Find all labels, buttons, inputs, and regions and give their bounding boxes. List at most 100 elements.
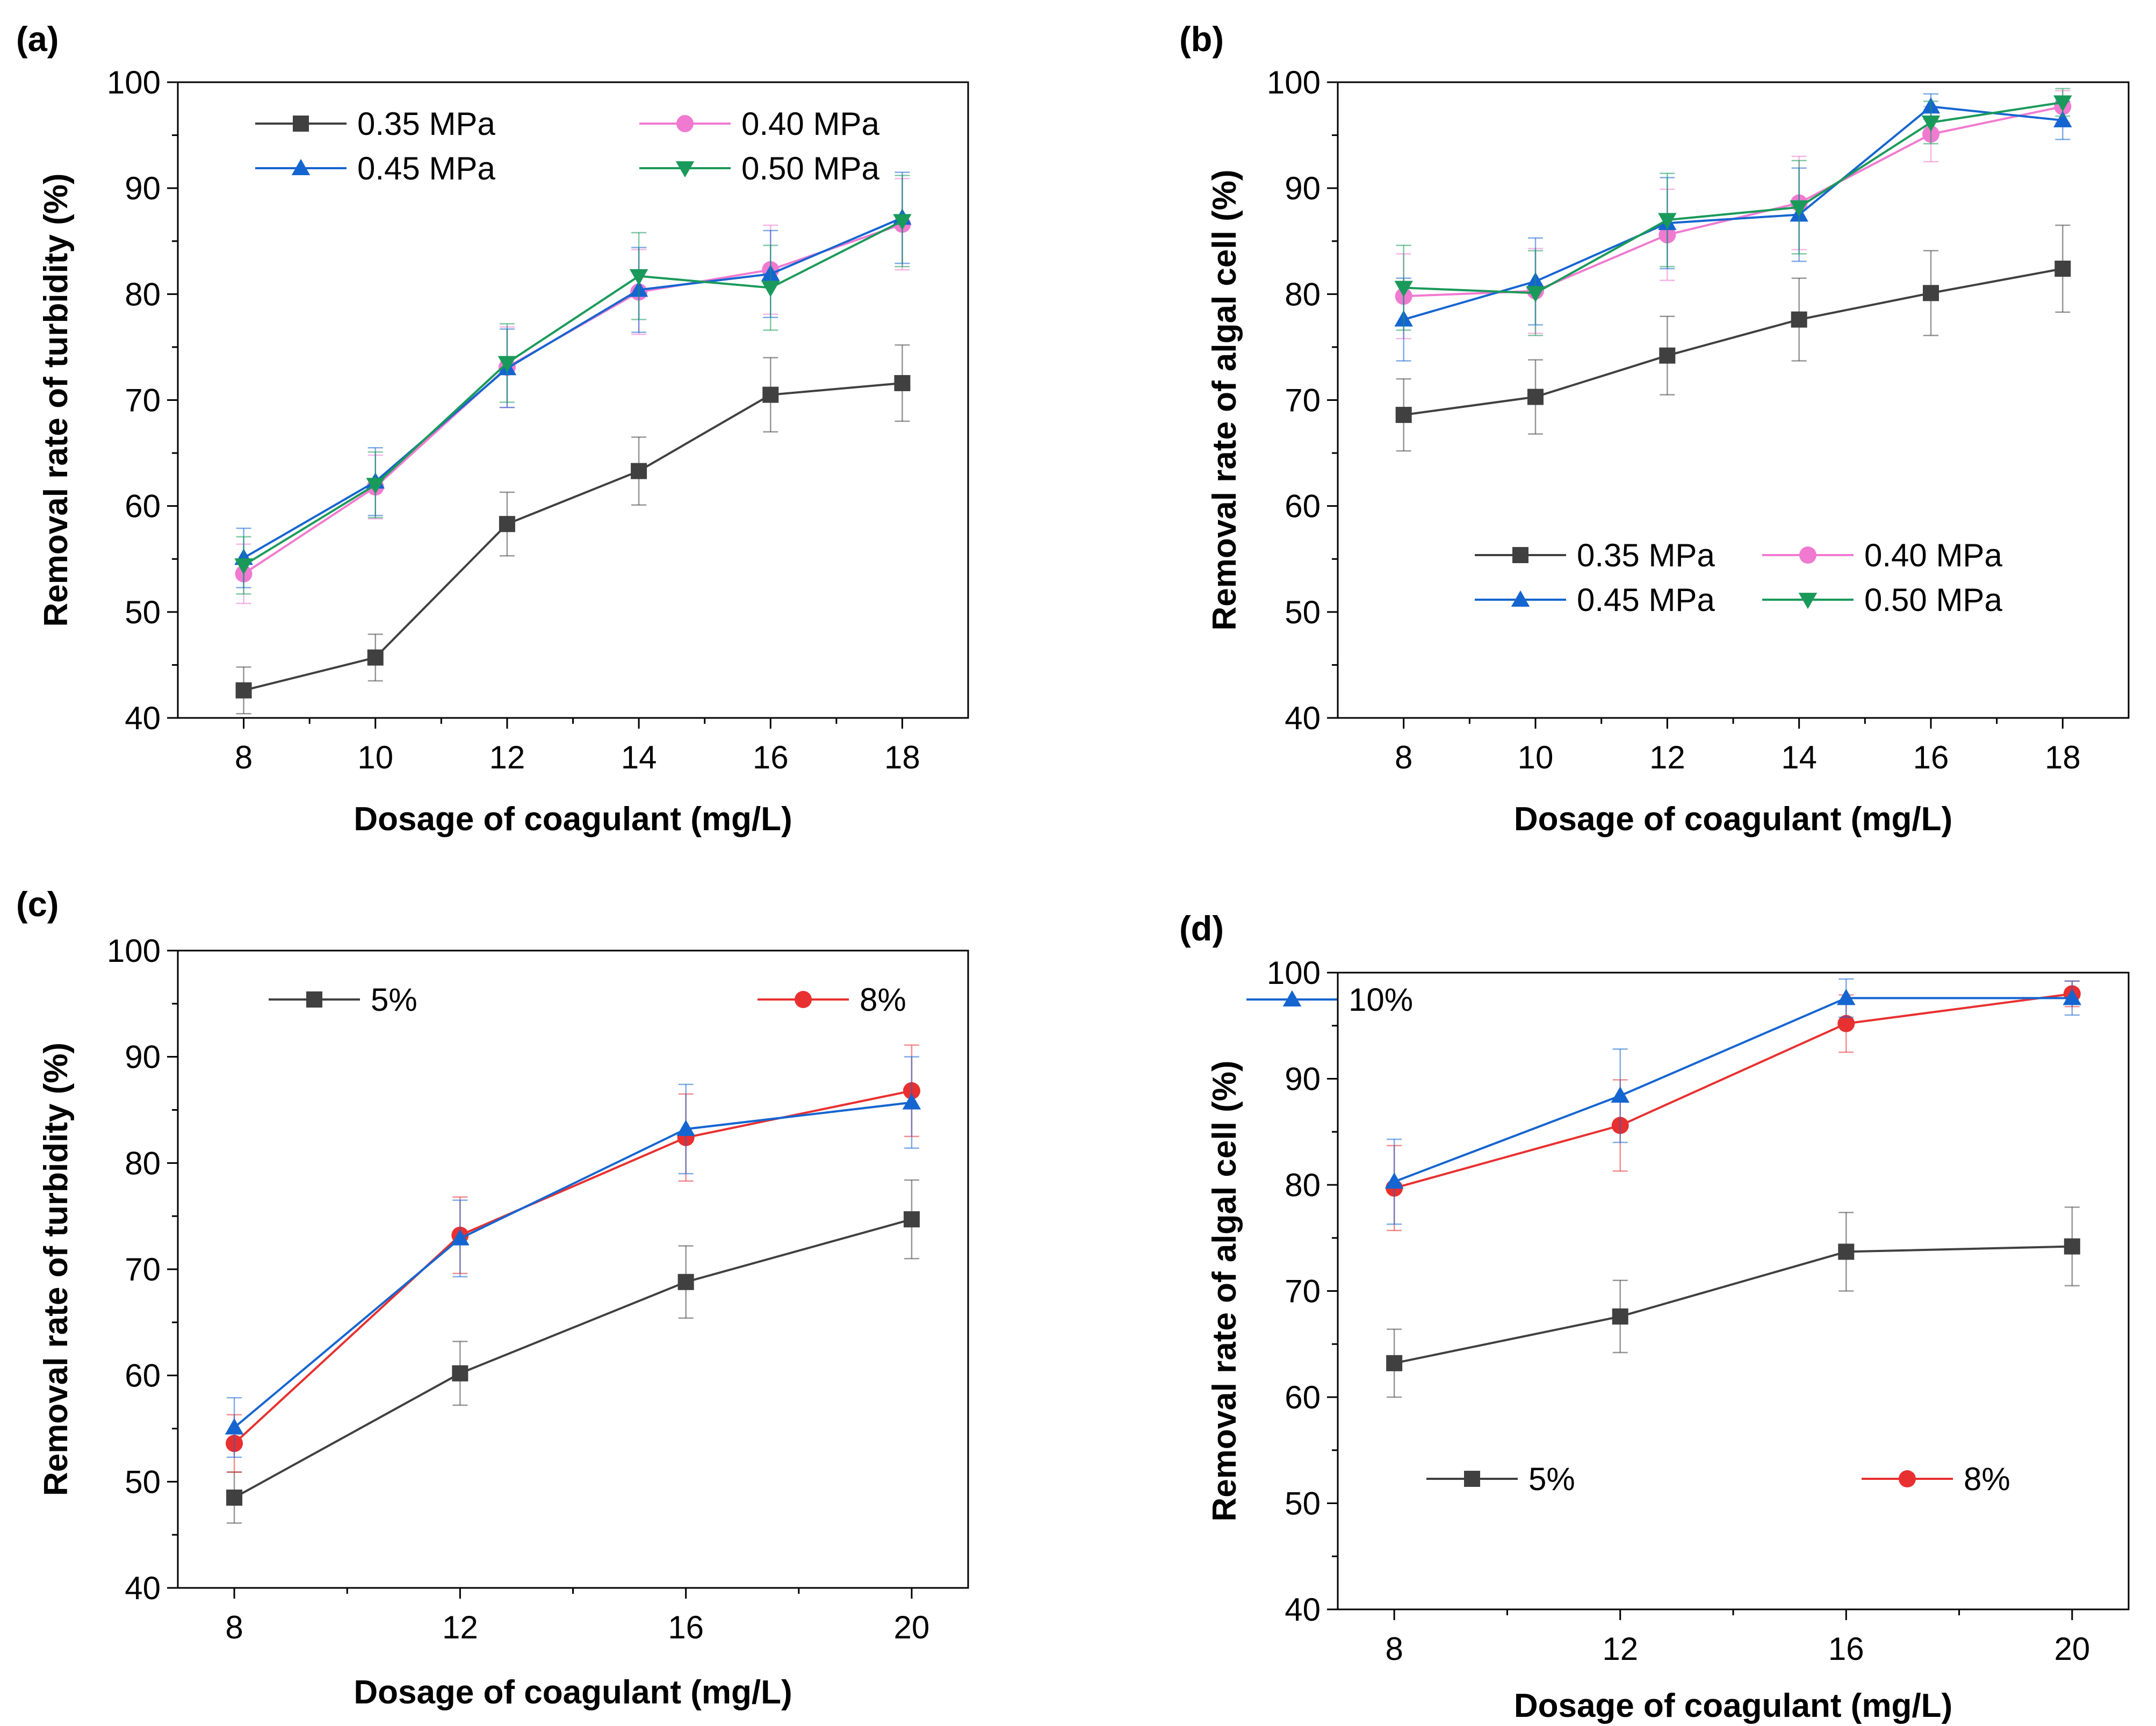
panel-b: (b) 40 50 60 70 80 90 100 8 10 12 14 16 18 Dosage of c…	[1179, 19, 2130, 838]
panel-d-x-axis-title: Dosage of coagulant (mg/L)	[1514, 1687, 1952, 1724]
panel-a-series-0-50-mpa-point	[761, 281, 780, 297]
panel-b-x-tick-label: 10	[1518, 739, 1554, 775]
panel-a-y-tick-label: 40	[125, 700, 161, 736]
panel-b-series-0-40-mpa-line	[1403, 105, 2063, 298]
panel-c-legend-10-label: 10%	[1349, 982, 1413, 1018]
panel-b-series-0-50-mpa-point	[1921, 115, 1941, 132]
panel-b-series-0-35-mpa	[1395, 224, 2071, 452]
panel-a-series-0-35-mpa	[235, 344, 911, 715]
panel-d-legend: 5%8%10%	[1426, 1461, 2010, 1497]
panel-b-x-tick-label: 18	[2045, 739, 2081, 775]
panel-c-series-10-point	[451, 1229, 470, 1246]
panel-a-series-0-35-mpa-line	[243, 382, 903, 692]
panel-d-series-10	[1385, 978, 2082, 1225]
panel-a-legend-0-35-mpa-marker	[293, 116, 309, 132]
panel-a-x-tick-label: 10	[357, 739, 393, 775]
panel-c-legend-5-marker	[306, 991, 322, 1008]
panel-b-x-tick-label: 14	[1781, 739, 1817, 775]
panel-d-x-tick-label: 12	[1602, 1631, 1638, 1667]
panel-a-series-0-50-mpa-line	[243, 220, 903, 566]
panel-d-y-tick-label: 100	[1267, 955, 1321, 991]
panel-a-legend-0-50-mpa-marker	[675, 161, 695, 178]
panel-a-label: (a)	[16, 19, 59, 59]
panel-c: (c) 40 50 60 70 80 90 100 8 12 16 20 Dosage of coagu…	[16, 884, 1413, 1711]
panel-a-x-tick-label: 12	[489, 739, 525, 775]
panel-c-legend: 5% 8% 10%	[269, 982, 1413, 1018]
panel-d-series-10-point	[1385, 1172, 1404, 1189]
panel-b-x-tick-label: 12	[1649, 739, 1685, 775]
panel-c-series-8	[226, 1044, 920, 1473]
panel-a-series-0-35-mpa-point	[631, 463, 647, 479]
panel-c-x-axis-title: Dosage of coagulant (mg/L)	[354, 1674, 792, 1711]
panel-b-series-0-50-mpa	[1394, 88, 2072, 336]
panel-a-legend-0-40-mpa-marker	[676, 115, 694, 132]
panel-c-series-5-line	[234, 1218, 912, 1499]
panel-d-legend-8-marker	[1899, 1470, 1916, 1487]
panel-a-legend-0-40-mpa-label: 0.40 MPa	[741, 106, 879, 142]
panel-d-y-axis-title: Removal rate of algal cell (%)	[1206, 1061, 1243, 1522]
panel-d-x-tick-label: 20	[2054, 1631, 2090, 1667]
panel-b-series-0-50-mpa-point	[1394, 281, 1413, 297]
panel-c-series-10	[225, 1056, 921, 1458]
panel-c-x-tick-label: 16	[668, 1609, 704, 1645]
panel-d-series-10-point	[2063, 989, 2082, 1005]
panel-b-x-tick-label: 16	[1913, 739, 1949, 775]
panel-c-y-tick-label: 60	[125, 1358, 161, 1394]
panel-a-legend-0-35-mpa-label: 0.35 MPa	[357, 106, 495, 142]
panel-a-legend-0-45-mpa-marker	[291, 159, 311, 175]
panel-b-x-tick-label: 8	[1395, 739, 1412, 775]
panel-b-series-0-35-mpa-point	[1791, 311, 1807, 328]
panel-d-series-8-point	[1837, 1015, 1855, 1032]
panel-b-x-axis-title: Dosage of coagulant (mg/L)	[1514, 801, 1952, 838]
panel-a-y-tick-label: 90	[125, 170, 161, 206]
panel-a-series-0-35-mpa-point	[762, 386, 779, 403]
panel-d-series-5	[1386, 1206, 2080, 1398]
panel-a-series-0-50-mpa	[234, 175, 912, 595]
panel-a-series-0-45-mpa-line	[243, 217, 903, 559]
panel-b-legend-0-35-mpa-label: 0.35 MPa	[1577, 537, 1715, 573]
panel-d-x-tick-label: 16	[1828, 1631, 1864, 1667]
panel-c-y-tick-label: 40	[125, 1570, 161, 1606]
panel-b-series-0-50-mpa-point	[1790, 200, 1808, 217]
panel-d-y-tick-label: 60	[1285, 1379, 1321, 1415]
panel-a-series-0-50-mpa-point	[366, 478, 385, 494]
panel-a-y-axis-title: Removal rate of turbidity (%)	[38, 174, 75, 627]
panel-a-series-0-50-mpa-point	[234, 558, 253, 575]
panel-c-series-8-line	[233, 1089, 912, 1444]
panel-c-y-tick-label: 50	[125, 1464, 161, 1500]
panel-b-y-tick-label: 90	[1285, 170, 1321, 206]
panel-c-legend-5-label: 5%	[371, 982, 417, 1018]
panel-c-x-tick-label: 8	[225, 1609, 243, 1645]
panel-d-legend-5-marker	[1464, 1471, 1480, 1487]
panel-b-series-0-35-mpa-point	[1659, 347, 1676, 364]
panel-d-y-tick-label: 70	[1285, 1274, 1321, 1310]
panel-a-y-tick-label: 70	[125, 383, 161, 419]
panel-d-x-tick-label: 8	[1385, 1631, 1403, 1667]
panel-c-legend-8-marker	[795, 991, 812, 1008]
panel-b-y-tick-label: 100	[1267, 64, 1321, 100]
panel-c-series-5-point	[903, 1211, 920, 1228]
panel-b-series-0-45-mpa-line	[1403, 105, 2063, 321]
panel-c-legend-8-label: 8%	[860, 982, 906, 1018]
panel-c-legend-10-marker	[1282, 990, 1302, 1006]
panel-a-series-0-35-mpa-point	[894, 375, 911, 391]
panel-c-plot-frame	[177, 950, 969, 1589]
panel-b-series-0-50-mpa-line	[1403, 101, 2063, 294]
panel-a-x-tick-label: 8	[235, 739, 253, 775]
panel-a-legend-0-45-mpa-label: 0.45 MPa	[357, 150, 495, 186]
panel-b-legend-0-40-mpa-marker	[1799, 546, 1816, 564]
panel-d-series-5-point	[1386, 1355, 1403, 1371]
panel-a-legend: 0.35 MPa 0.40 MPa 0.45 MPa 0.50 MPa	[255, 106, 879, 186]
panel-d-y-tick-label: 50	[1285, 1486, 1321, 1522]
panel-a-y-tick-label: 80	[125, 276, 161, 312]
panel-a-legend-0-50-mpa-label: 0.50 MPa	[741, 150, 879, 186]
panel-c-series-10-point	[676, 1119, 695, 1137]
panel-b-y-axis-title: Removal rate of algal cell (%)	[1206, 170, 1243, 631]
panel-c-series-5-point	[226, 1489, 243, 1506]
panel-c-series-10-line	[233, 1101, 912, 1429]
panel-a-x-tick-label: 18	[884, 739, 920, 775]
panel-c-series-5	[226, 1179, 920, 1524]
panel-b-series-0-50-mpa-point	[1526, 286, 1545, 303]
panel-a-x-axis-title: Dosage of coagulant (mg/L)	[354, 801, 792, 838]
